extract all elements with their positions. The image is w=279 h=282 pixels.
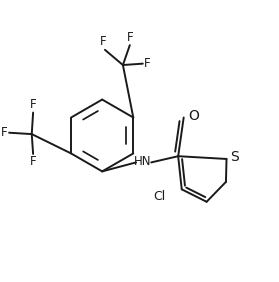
Text: F: F [100, 35, 107, 48]
Text: F: F [1, 126, 8, 139]
Text: F: F [30, 98, 37, 111]
Text: S: S [230, 150, 239, 164]
Text: F: F [30, 155, 37, 168]
Text: Cl: Cl [153, 190, 166, 203]
Text: F: F [144, 57, 151, 70]
Text: HN: HN [134, 155, 152, 168]
Text: O: O [189, 109, 199, 123]
Text: F: F [126, 31, 133, 44]
